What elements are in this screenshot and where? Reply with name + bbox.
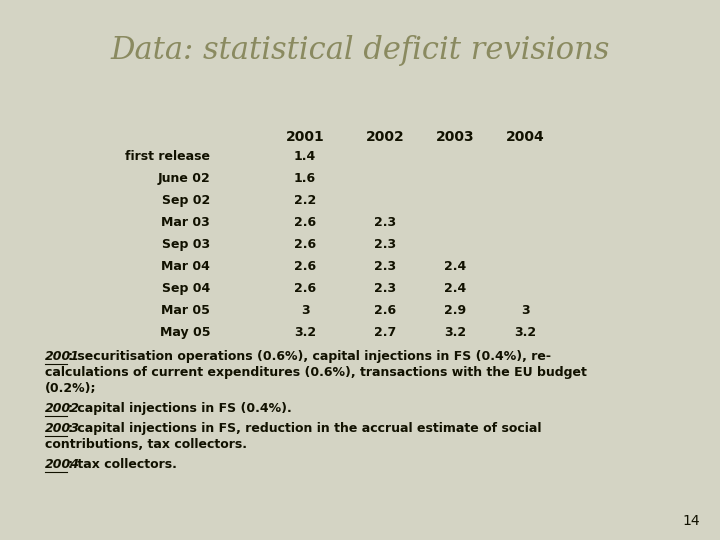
Text: Mar 03: Mar 03	[161, 216, 210, 229]
Text: 2.6: 2.6	[294, 260, 316, 273]
Text: 2004: 2004	[505, 130, 544, 144]
Text: 2.2: 2.2	[294, 194, 316, 207]
Text: 3.2: 3.2	[514, 326, 536, 339]
Text: 3: 3	[301, 304, 310, 317]
Text: 2.3: 2.3	[374, 282, 396, 295]
Text: 2.6: 2.6	[294, 282, 316, 295]
Text: 2003: 2003	[45, 422, 80, 435]
Text: Sep 03: Sep 03	[162, 238, 210, 251]
Text: June 02: June 02	[157, 172, 210, 185]
Text: 14: 14	[683, 514, 700, 528]
Text: 2001: 2001	[45, 350, 80, 363]
Text: 1.4: 1.4	[294, 150, 316, 163]
Text: : tax collectors.: : tax collectors.	[68, 458, 177, 471]
Text: 3.2: 3.2	[294, 326, 316, 339]
Text: Mar 05: Mar 05	[161, 304, 210, 317]
Text: 2.6: 2.6	[374, 304, 396, 317]
Text: 2.7: 2.7	[374, 326, 396, 339]
Text: (0.2%);: (0.2%);	[45, 382, 96, 395]
Text: 2.4: 2.4	[444, 282, 466, 295]
Text: 3.2: 3.2	[444, 326, 466, 339]
Text: Mar 04: Mar 04	[161, 260, 210, 273]
Text: 2.4: 2.4	[444, 260, 466, 273]
Text: 2004: 2004	[45, 458, 80, 471]
Text: 2.9: 2.9	[444, 304, 466, 317]
Text: 2.6: 2.6	[294, 238, 316, 251]
Text: Sep 04: Sep 04	[162, 282, 210, 295]
Text: 2002: 2002	[45, 402, 80, 415]
Text: 2001: 2001	[286, 130, 325, 144]
Text: contributions, tax collectors.: contributions, tax collectors.	[45, 438, 247, 451]
Text: 3: 3	[521, 304, 529, 317]
Text: : capital injections in FS (0.4%).: : capital injections in FS (0.4%).	[68, 402, 292, 415]
Text: 2.6: 2.6	[294, 216, 316, 229]
Text: calculations of current expenditures (0.6%), transactions with the EU budget: calculations of current expenditures (0.…	[45, 366, 587, 379]
Text: 2.3: 2.3	[374, 216, 396, 229]
Text: : capital injections in FS, reduction in the accrual estimate of social: : capital injections in FS, reduction in…	[68, 422, 541, 435]
Text: 2003: 2003	[436, 130, 474, 144]
Text: 1.6: 1.6	[294, 172, 316, 185]
Text: 2.3: 2.3	[374, 260, 396, 273]
Text: 2002: 2002	[366, 130, 405, 144]
Text: first release: first release	[125, 150, 210, 163]
Text: Sep 02: Sep 02	[162, 194, 210, 207]
Text: May 05: May 05	[160, 326, 210, 339]
Text: : securitisation operations (0.6%), capital injections in FS (0.4%), re-: : securitisation operations (0.6%), capi…	[68, 350, 552, 363]
Text: 2.3: 2.3	[374, 238, 396, 251]
Text: Data: statistical deficit revisions: Data: statistical deficit revisions	[110, 35, 610, 66]
